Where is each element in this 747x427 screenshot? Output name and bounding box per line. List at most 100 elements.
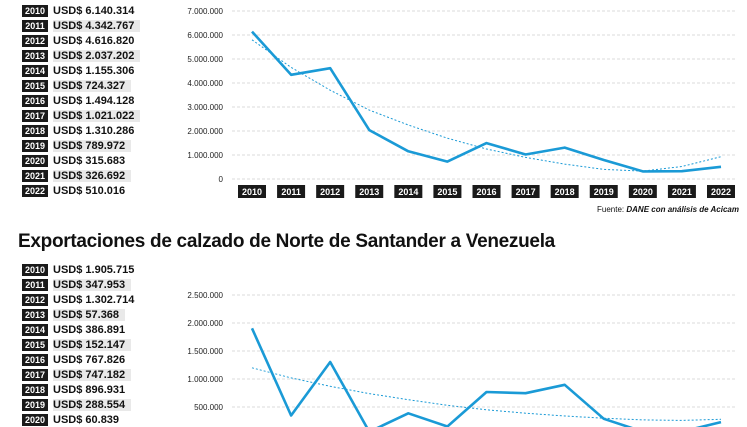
value-label: USD$ 747.182 — [53, 368, 132, 381]
value-label: USD$ 315.683 — [53, 154, 126, 167]
table-row: 2014 USD$ 1.155.306 — [22, 63, 140, 78]
year-label: 2015 — [22, 79, 48, 92]
x-tick-box — [316, 185, 345, 198]
table-row: 2012 USD$ 1.302.714 — [22, 292, 134, 307]
source-prefix: Fuente: — [596, 205, 625, 214]
trend-line — [251, 39, 722, 172]
source-text: DANE con análisis de Acicam — [626, 205, 739, 214]
value-label: USD$ 326.692 — [53, 169, 132, 182]
table-row: 2022 USD$ 510.016 — [22, 183, 140, 198]
value-label: USD$ 60.839 — [53, 413, 120, 426]
trend-line — [251, 367, 722, 421]
table-row: 2010 USD$ 1.905.715 — [22, 262, 134, 277]
value-label: USD$ 6.140.314 — [53, 4, 135, 17]
x-tick-label: 2018 — [555, 187, 575, 197]
x-tick-box — [433, 185, 462, 198]
table-row: 2013 USD$ 57.368 — [22, 307, 134, 322]
value-label: USD$ 386.891 — [53, 323, 126, 336]
value-label: USD$ 57.368 — [53, 308, 126, 321]
x-tick-label: 2020 — [633, 187, 653, 197]
y-tick-label: 3.000.000 — [187, 103, 223, 112]
table-row: 2015 USD$ 152.147 — [22, 337, 134, 352]
x-tick-label: 2013 — [359, 187, 379, 197]
table-row: 2018 USD$ 1.310.286 — [22, 123, 140, 138]
x-tick-box — [394, 185, 423, 198]
y-tick-label: 1.000.000 — [187, 375, 223, 384]
y-tick-label: 7.000.000 — [187, 7, 223, 16]
year-label: 2012 — [22, 293, 48, 306]
table-row: 2020 USD$ 60.839 — [22, 412, 134, 427]
table-row: 2012 USD$ 4.616.820 — [22, 33, 140, 48]
y-tick-label: 1.000.000 — [187, 151, 223, 160]
x-tick-label: 2010 — [242, 187, 262, 197]
year-label: 2020 — [22, 413, 48, 426]
x-tick-label: 2015 — [437, 187, 457, 197]
x-tick-label: 2017 — [516, 187, 536, 197]
year-label: 2012 — [22, 34, 48, 47]
x-tick-box — [667, 185, 696, 198]
year-label: 2019 — [22, 398, 48, 411]
x-tick-box — [628, 185, 657, 198]
value-label: USD$ 724.327 — [53, 79, 132, 92]
value-label: USD$ 1.494.128 — [53, 94, 135, 107]
year-label: 2022 — [22, 184, 48, 197]
table-row: 2013 USD$ 2.037.202 — [22, 48, 141, 63]
value-label: USD$ 767.826 — [53, 353, 126, 366]
value-label: USD$ 1.302.714 — [53, 293, 135, 306]
table-row: 2018 USD$ 896.931 — [22, 382, 134, 397]
value-label: USD$ 4.616.820 — [53, 34, 135, 47]
y-tick-label: 4.000.000 — [187, 79, 223, 88]
year-label: 2019 — [22, 139, 48, 152]
table-row: 2021 USD$ 326.692 — [22, 168, 140, 183]
y-tick-label: 0 — [219, 175, 224, 184]
year-label: 2018 — [22, 383, 48, 396]
year-label: 2016 — [22, 94, 48, 107]
value-label: USD$ 2.037.202 — [53, 49, 141, 62]
y-tick-label: 2.000.000 — [187, 319, 223, 328]
table-row: 2010 USD$ 6.140.314 — [22, 3, 140, 18]
table-row: 2017 USD$ 747.182 — [22, 367, 134, 382]
source-note: Fuente: DANE con análisis de Acicam — [597, 205, 739, 214]
year-label: 2018 — [22, 124, 48, 137]
year-label: 2014 — [22, 323, 48, 336]
year-label: 2013 — [22, 308, 48, 321]
x-tick-label: 2011 — [281, 187, 301, 197]
value-label: USD$ 789.972 — [53, 139, 132, 152]
y-tick-label: 500.000 — [194, 403, 223, 412]
year-label: 2017 — [22, 368, 48, 381]
x-tick-label: 2016 — [476, 187, 496, 197]
y-tick-label: 2.000.000 — [187, 127, 223, 136]
series-line — [250, 327, 722, 427]
x-tick-box — [707, 185, 735, 198]
y-tick-label: 6.000.000 — [187, 31, 223, 40]
table-row: 2016 USD$ 767.826 — [22, 352, 134, 367]
value-label: USD$ 896.931 — [53, 383, 126, 396]
y-tick-label: 1.500.000 — [187, 347, 223, 356]
x-tick-box — [238, 185, 266, 198]
x-tick-label: 2019 — [594, 187, 614, 197]
year-label: 2014 — [22, 64, 48, 77]
table-row: 2011 USD$ 4.342.767 — [22, 18, 141, 33]
table-row: 2019 USD$ 789.972 — [22, 138, 140, 153]
year-label: 2021 — [22, 169, 48, 182]
value-label: USD$ 4.342.767 — [53, 19, 141, 32]
year-label: 2010 — [22, 263, 48, 276]
value-label: USD$ 1.021.022 — [53, 109, 141, 122]
values-table-top: 2010 USD$ 6.140.314 2011 USD$ 4.342.767 2012… — [22, 3, 141, 198]
y-tick-label: 5.000.000 — [187, 55, 223, 64]
x-tick-label: 2014 — [398, 187, 418, 197]
table-row: 2015 USD$ 724.327 — [22, 78, 140, 93]
year-label: 2015 — [22, 338, 48, 351]
table-row: 2017 USD$ 1.021.022 — [22, 108, 141, 123]
year-label: 2010 — [22, 4, 48, 17]
value-label: USD$ 1.905.715 — [53, 263, 135, 276]
year-label: 2016 — [22, 353, 48, 366]
x-tick-box — [589, 185, 618, 198]
year-label: 2017 — [22, 109, 48, 122]
x-tick-box — [472, 185, 501, 198]
x-tick-label: 2022 — [711, 187, 731, 197]
table-row: 2011 USD$ 347.953 — [22, 277, 134, 292]
table-row: 2020 USD$ 315.683 — [22, 153, 140, 168]
year-label: 2020 — [22, 154, 48, 167]
